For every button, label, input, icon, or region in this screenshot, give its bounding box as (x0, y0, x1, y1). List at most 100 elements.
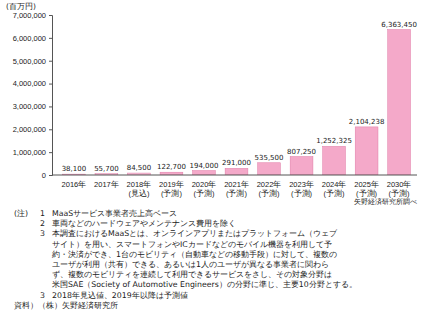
x-tick: 2018年(見込) (127, 175, 152, 198)
bar (355, 127, 378, 175)
x-tick: 2023年(予測) (289, 175, 314, 198)
x-tick: 2025年(予測) (354, 175, 379, 198)
x-tick-label-line: (予測) (193, 189, 214, 198)
y-tick-label: 1,000,000 (13, 148, 46, 157)
x-tick-label-line: (予測) (259, 189, 280, 198)
x-tick-label: 2024年(予測) (322, 180, 347, 198)
y-axis-line (49, 16, 53, 176)
x-axis: 2016年 2017年 2018年(見込) 2019年(予測) 2020年(予測) 202… (52, 175, 417, 198)
y-tick-mark (49, 129, 52, 130)
data-labels: 38,100 55,700 84,500 122,700 194,000291,000 5… (62, 21, 417, 174)
data-label: 2,104,238 (349, 118, 385, 126)
x-tick-label: 2020年(予測) (192, 180, 217, 198)
x-tick-label: 2017年 (94, 180, 119, 189)
note-text: ユーザが利用（共有）できる、あるいは1人のユーザが異なる事業者に関わら (52, 260, 329, 269)
x-tick-label: 2016年 (62, 180, 87, 189)
y-tick: 3,000,000 (13, 102, 52, 111)
bar (323, 146, 346, 175)
bar (258, 163, 281, 175)
y-tick: 2,000,000 (13, 125, 52, 134)
y-tick-mark (49, 38, 52, 39)
note-text: 2018年見込値、2019年以降は予測値 (52, 291, 188, 300)
y-tick-label: 2,000,000 (13, 125, 46, 134)
x-tick-label: 2021年(予測) (224, 180, 249, 198)
note-text: ず、複数のモビリティを連続して利用できるサービスをさし、その対象分野は (52, 270, 332, 279)
x-tick-label: 2023年(予測) (289, 180, 314, 198)
data-label: 807,250 (287, 148, 316, 156)
y-tick-label: 5,000,000 (13, 57, 46, 66)
note-text: 本調査におけるMaaSとは、オンラインアプリまたはプラットフォーム（ウェブ (52, 229, 338, 238)
chart: 0 1,000,000 2,000,000 3,000,000 4,000,000 5,0… (0, 0, 425, 325)
x-tick: 2022年(予測) (257, 175, 282, 198)
x-tick: 2030年(予測) (387, 175, 412, 198)
bar (193, 171, 216, 175)
data-label: 1,252,325 (316, 137, 352, 145)
note-text: MaaSサービス事業者売上高ベース (52, 209, 177, 218)
data-label: 194,000 (190, 162, 219, 170)
y-axis: 0 1,000,000 2,000,000 3,000,000 4,000,000 5,0… (13, 11, 53, 180)
y-tick: 4,000,000 (13, 79, 52, 88)
x-tick-label-line: (予測) (356, 189, 377, 198)
data-label: 122,700 (157, 163, 186, 171)
bars (63, 30, 411, 175)
x-tick-label-line: (予測) (226, 189, 247, 198)
x-tick-label-line: (予測) (291, 189, 312, 198)
note-number: 3 (40, 229, 45, 238)
y-tick-mark (49, 152, 52, 153)
x-tick-label-line: (見込) (128, 189, 149, 198)
y-tick-label: 4,000,000 (13, 79, 46, 88)
x-tick-label: 2022年(予測) (257, 180, 282, 198)
note-number: 1 (40, 209, 45, 218)
source: 資料）（株）矢野経済研究所 (14, 301, 118, 310)
note-text: 米国SAE（Society of Automotive Engineers）の分… (52, 280, 357, 289)
y-tick-mark (49, 175, 52, 176)
x-tick: 2019年(予測) (159, 175, 184, 198)
x-tick-label: 2030年(予測) (387, 180, 412, 198)
y-tick: 5,000,000 (13, 57, 52, 66)
y-tick-mark (49, 84, 52, 85)
y-tick-label: 6,000,000 (13, 34, 46, 43)
x-tick-label-line: 2016年 (62, 180, 87, 189)
y-tick: 1,000,000 (13, 148, 52, 157)
x-tick-label-line: 2017年 (94, 180, 119, 189)
bar (388, 30, 411, 175)
y-tick-mark (49, 106, 52, 107)
note-label: (注) (14, 209, 28, 218)
x-tick: 2016年 (62, 175, 87, 189)
y-tick-label: 3,000,000 (13, 102, 46, 111)
y-tick: 6,000,000 (13, 34, 52, 43)
x-tick: 2017年 (94, 175, 119, 189)
x-tick-label: 2025年(予測) (354, 180, 379, 198)
x-tick: 2021年(予測) (224, 175, 249, 198)
note-number: 3 (40, 291, 45, 300)
data-label: 291,000 (222, 159, 251, 167)
x-tick-label-line: (予測) (389, 189, 410, 198)
bar (225, 168, 248, 175)
x-axis-line (52, 175, 417, 176)
x-tick-label-line: (予測) (161, 189, 182, 198)
unit-label: (百万円) (6, 2, 36, 11)
y-tick: 0 (42, 171, 52, 180)
bar (290, 157, 313, 175)
note-text: 車両などのハードウェアやメンテナンス費用を除く (52, 219, 236, 228)
data-label: 55,700 (94, 165, 119, 173)
note-text: サイト）を用い、スマートフォンやICカードなどのモバイル機器を利用して予 (52, 240, 332, 249)
x-tick: 2024年(予測) (322, 175, 347, 198)
x-tick-label-line: (予測) (324, 189, 345, 198)
x-tick-label: 2019年(予測) (159, 180, 184, 198)
y-tick-mark (49, 15, 52, 16)
data-label: 535,500 (255, 154, 284, 162)
notes: (注) 1 MaaSサービス事業者売上高ベース 2 車両などのハードウェアやメンテナンス… (14, 209, 357, 300)
note-text: 約・決済ができ、1台のモビリティ（自動車などの移動手段）に対して、複数の (52, 250, 337, 259)
y-tick-mark (49, 61, 52, 62)
data-label: 6,363,450 (381, 21, 417, 29)
data-label: 84,500 (127, 164, 152, 172)
x-tick-label: 2018年(見込) (127, 180, 152, 198)
y-tick-label: 0 (42, 171, 46, 180)
y-tick: 7,000,000 (13, 11, 52, 20)
note-number: 2 (40, 219, 45, 228)
y-tick-label: 7,000,000 (13, 11, 46, 20)
data-label: 38,100 (62, 165, 87, 173)
x-tick: 2020年(予測) (192, 175, 217, 198)
source-note: 矢野経済研究所調べ (354, 198, 417, 206)
